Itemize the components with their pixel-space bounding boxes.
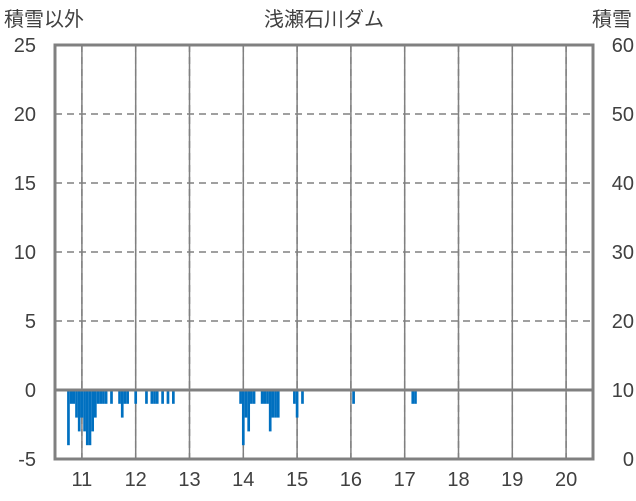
bar (88, 390, 92, 446)
left-y-tick-label: 15 (14, 173, 36, 195)
right-y-tick-label: 30 (612, 242, 634, 264)
bar (239, 390, 242, 404)
bar (123, 390, 127, 404)
bar (91, 390, 95, 432)
bar (134, 390, 138, 404)
bar (276, 390, 280, 418)
right-y-tick-label: 20 (612, 311, 634, 333)
bar (153, 390, 156, 404)
left-y-tick-label: 0 (25, 380, 36, 402)
x-tick-label: 16 (340, 469, 362, 491)
bar (150, 390, 154, 404)
bar (274, 390, 277, 418)
bar (271, 390, 275, 418)
bar (80, 390, 84, 418)
left-axis-label: 積雪以外 (4, 8, 84, 31)
bar (99, 390, 103, 404)
bar (77, 390, 81, 432)
bar (352, 390, 355, 404)
bar (301, 390, 304, 404)
left-y-tick-label: -5 (18, 449, 36, 471)
bar (172, 390, 175, 404)
bar (118, 390, 121, 404)
bar (252, 390, 256, 404)
right-axis-label: 積雪 (592, 8, 632, 31)
bar (166, 390, 170, 404)
bar (96, 390, 100, 404)
bar (94, 390, 97, 418)
bar (268, 390, 272, 432)
x-tick-label: 14 (232, 469, 254, 491)
bar (155, 390, 159, 404)
x-tick-label: 18 (447, 469, 469, 491)
bar (263, 390, 267, 404)
right-y-tick-labels: 60 50 40 30 20 10 0 (612, 35, 634, 471)
chart-title: 浅瀬石川ダム (264, 8, 384, 31)
bar (250, 390, 253, 404)
x-tick-labels: 11 12 13 14 15 16 17 18 19 20 (72, 469, 578, 491)
left-y-tick-label: 20 (14, 104, 36, 126)
bar (72, 390, 76, 404)
bar (411, 390, 415, 404)
bar (75, 390, 78, 418)
bar (67, 390, 70, 446)
x-tick-label: 12 (125, 469, 147, 491)
right-y-tick-label: 0 (623, 449, 634, 471)
bar (120, 390, 124, 418)
bar (161, 390, 164, 404)
bar (247, 390, 251, 432)
x-tick-label: 20 (555, 469, 577, 491)
x-tick-label: 11 (72, 469, 93, 491)
bar (83, 390, 86, 432)
bar (414, 390, 417, 404)
bar (69, 390, 73, 404)
bar (104, 390, 108, 404)
bar (110, 390, 113, 404)
bar (102, 390, 105, 404)
x-tick-label: 19 (501, 469, 523, 491)
x-tick-label: 13 (178, 469, 200, 491)
bar (260, 390, 264, 404)
right-y-tick-label: 60 (612, 35, 634, 57)
left-y-tick-label: 5 (25, 311, 36, 333)
left-y-tick-label: 10 (14, 242, 36, 264)
bar (244, 390, 248, 418)
bar (145, 390, 148, 404)
right-y-tick-label: 50 (612, 104, 634, 126)
left-y-tick-label: 25 (14, 35, 36, 57)
bars (67, 390, 417, 446)
bar (126, 390, 129, 404)
bar (241, 390, 245, 446)
bar (295, 390, 299, 418)
right-y-tick-label: 10 (612, 380, 634, 402)
plot-frame (53, 43, 595, 461)
bar (266, 390, 269, 404)
left-y-tick-labels: 25 20 15 10 5 0 -5 (14, 35, 36, 471)
bar (85, 390, 89, 446)
x-tick-label: 15 (286, 469, 308, 491)
right-y-tick-label: 40 (612, 173, 634, 195)
x-tick-label: 17 (394, 469, 416, 491)
bar (293, 390, 296, 404)
